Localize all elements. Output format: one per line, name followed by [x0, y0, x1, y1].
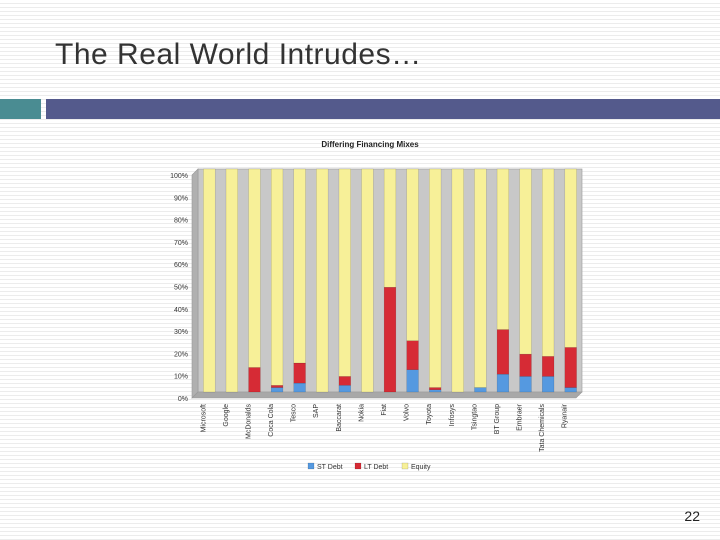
- x-category-label: BT Group: [494, 404, 501, 434]
- bar-segment: [338, 376, 351, 386]
- bar-segment: [406, 369, 419, 393]
- bar-segment: [293, 382, 306, 393]
- bar-segment: [225, 168, 238, 393]
- bar-segment: [270, 168, 284, 386]
- x-category-label: McDonalds: [245, 404, 252, 440]
- bar-segment: [203, 168, 216, 393]
- y-tick-label: 70%: [174, 240, 188, 247]
- bar-segment: [293, 362, 306, 384]
- bar-segment: [338, 168, 351, 377]
- y-tick-label: 50%: [174, 285, 188, 292]
- bar-segment: [338, 385, 351, 393]
- bar-segment: [316, 168, 329, 393]
- x-category-label: Ryanair: [562, 403, 569, 428]
- legend-swatch: [401, 462, 409, 470]
- bar-segment: [542, 168, 555, 357]
- y-tick-label: 10%: [174, 374, 188, 381]
- y-tick-label: 90%: [174, 195, 188, 202]
- x-category-label: Google: [223, 404, 230, 427]
- x-category-label: Volvo: [404, 404, 411, 421]
- accent-bar-indigo: [46, 99, 720, 119]
- legend-label: Equity: [411, 464, 431, 471]
- plot-floor: [191, 391, 583, 399]
- x-category-label: SAP: [313, 404, 320, 418]
- slide-title: The Real World Intrudes…: [55, 38, 422, 71]
- bar-segment: [429, 387, 442, 390]
- bar-segment: [429, 389, 442, 393]
- bar-segment: [564, 387, 577, 393]
- bar-segment: [519, 168, 532, 355]
- bar-segment: [270, 387, 284, 393]
- page-number: 22: [684, 508, 700, 524]
- bar-segment: [293, 168, 306, 364]
- bar-segment: [383, 286, 397, 393]
- bar-segment: [406, 340, 419, 370]
- y-tick-label: 40%: [174, 307, 188, 314]
- legend-swatch: [354, 462, 362, 470]
- bar-segment: [248, 168, 261, 368]
- legend-label: LT Debt: [364, 464, 388, 471]
- x-category-label: Embraer: [517, 403, 524, 431]
- chart-svg: Differing Financing Mixes 0% 10% 20% 30% 40% 5…: [170, 140, 583, 471]
- x-category-label: Infosys: [449, 404, 456, 427]
- bar-segment: [451, 168, 464, 393]
- bar-segment: [542, 356, 555, 377]
- legend-label: ST Debt: [317, 464, 343, 471]
- bar-segment: [474, 168, 487, 388]
- legend-swatch: [307, 462, 315, 470]
- y-tick-label: 20%: [174, 351, 188, 358]
- bar-segment: [564, 347, 577, 388]
- bar-segment: [270, 385, 284, 388]
- bar-segment: [564, 168, 577, 348]
- x-category-label: Microsoft: [200, 404, 207, 432]
- x-category-label: Coca Cola: [268, 404, 275, 437]
- bar-segment: [406, 168, 419, 341]
- bar-segment: [429, 168, 442, 388]
- bar-segment: [248, 367, 261, 393]
- financing-mix-chart: Differing Financing Mixes 0% 10% 20% 30% 40% 5…: [150, 132, 590, 482]
- x-category-label: Tata Chemicals: [539, 404, 546, 452]
- bar-segment: [361, 168, 374, 393]
- y-tick-label: 30%: [174, 329, 188, 336]
- bar-segment: [496, 329, 510, 375]
- x-category-label: Toyota: [426, 404, 433, 425]
- x-category-label: Fiat: [381, 404, 388, 416]
- x-category-label: Tsingtao: [471, 404, 478, 430]
- y-tick-label: 60%: [174, 262, 188, 269]
- bar-segment: [496, 373, 510, 393]
- plot-side-wall: [191, 168, 199, 399]
- bar-segment: [542, 376, 555, 393]
- bar-segment: [496, 168, 510, 330]
- chart-title: Differing Financing Mixes: [321, 140, 419, 149]
- bar-segment: [474, 387, 487, 393]
- bar-segment: [519, 376, 532, 393]
- bar-segment: [383, 168, 397, 288]
- x-category-label: Baccarat: [336, 404, 343, 432]
- y-tick-label: 80%: [174, 218, 188, 225]
- y-tick-label: 100%: [170, 173, 188, 180]
- y-tick-label: 0%: [178, 396, 188, 403]
- accent-bar-teal: [0, 99, 41, 119]
- x-category-label: Nokia: [358, 404, 365, 422]
- x-category-label: Tesco: [291, 404, 298, 422]
- bar-segment: [519, 353, 532, 377]
